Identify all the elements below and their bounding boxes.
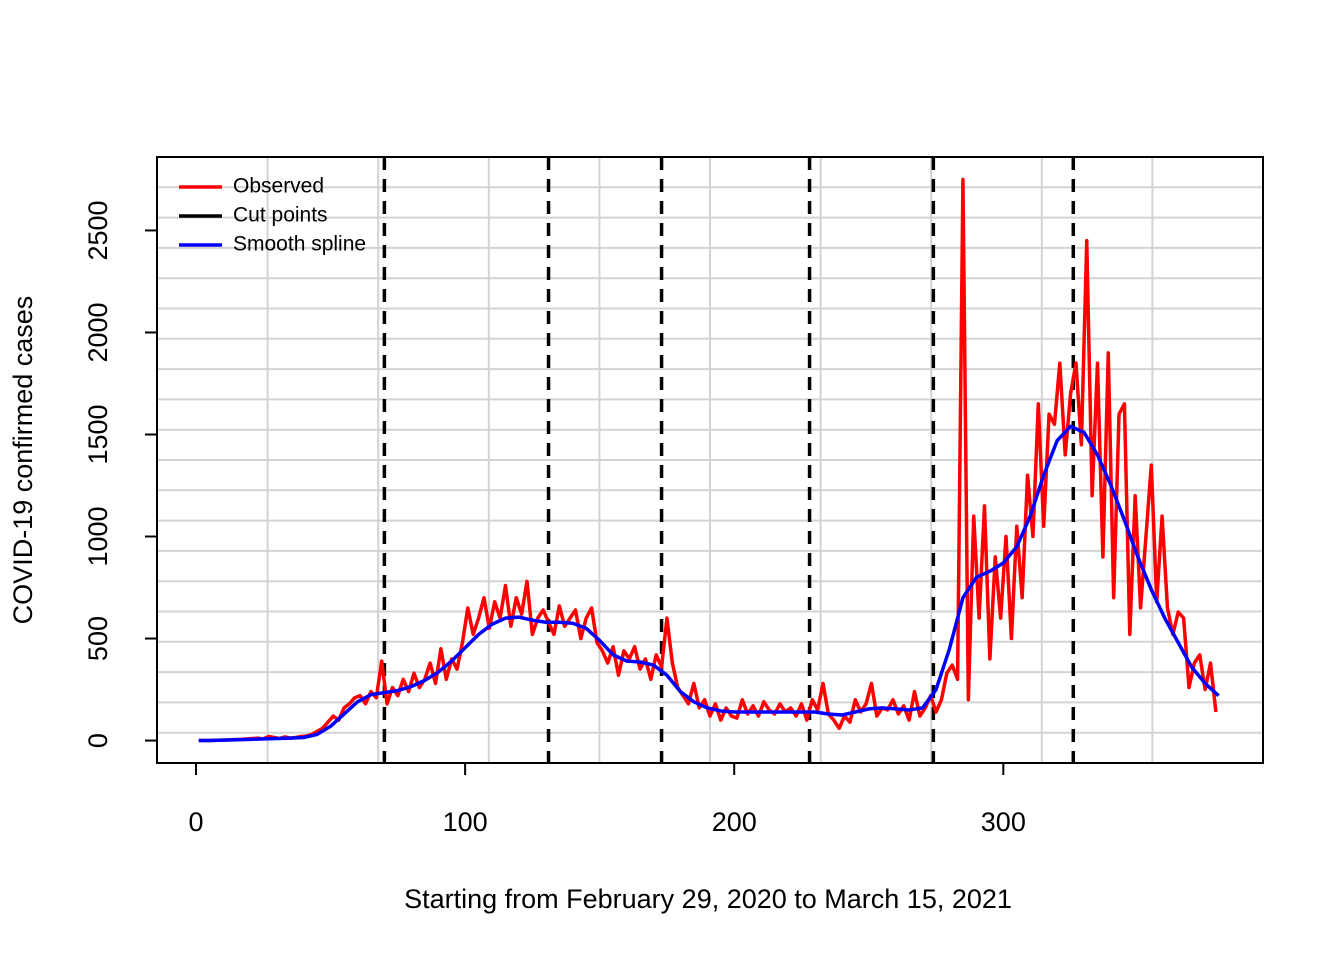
y-tick-label: 1000 (83, 506, 113, 566)
y-axis-label: COVID-19 confirmed cases (8, 296, 38, 625)
x-tick-label: 200 (712, 807, 757, 837)
x-tick-label: 0 (189, 807, 204, 837)
y-tick-label: 500 (83, 616, 113, 661)
y-tick-label: 1500 (83, 404, 113, 464)
y-tick-label: 0 (83, 733, 113, 748)
x-axis-label: Starting from February 29, 2020 to March… (404, 884, 1012, 914)
y-tick-label: 2500 (83, 200, 113, 260)
legend-label: Smooth spline (233, 233, 366, 256)
legend-label: Cut points (233, 204, 328, 227)
y-tick-label: 2000 (83, 302, 113, 362)
x-tick-label: 300 (981, 807, 1026, 837)
legend-label: Observed (233, 175, 324, 198)
series-line (198, 424, 1220, 743)
plot-frame (156, 156, 1264, 764)
x-tick-label: 100 (443, 807, 488, 837)
